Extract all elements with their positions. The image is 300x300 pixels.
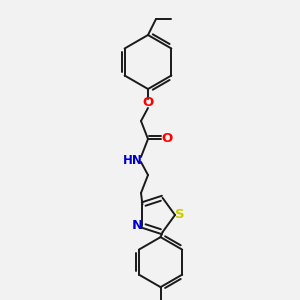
Text: O: O [142,97,154,110]
Text: N: N [132,219,143,232]
Text: S: S [175,208,185,221]
Text: O: O [161,131,172,145]
Text: HN: HN [123,154,143,166]
